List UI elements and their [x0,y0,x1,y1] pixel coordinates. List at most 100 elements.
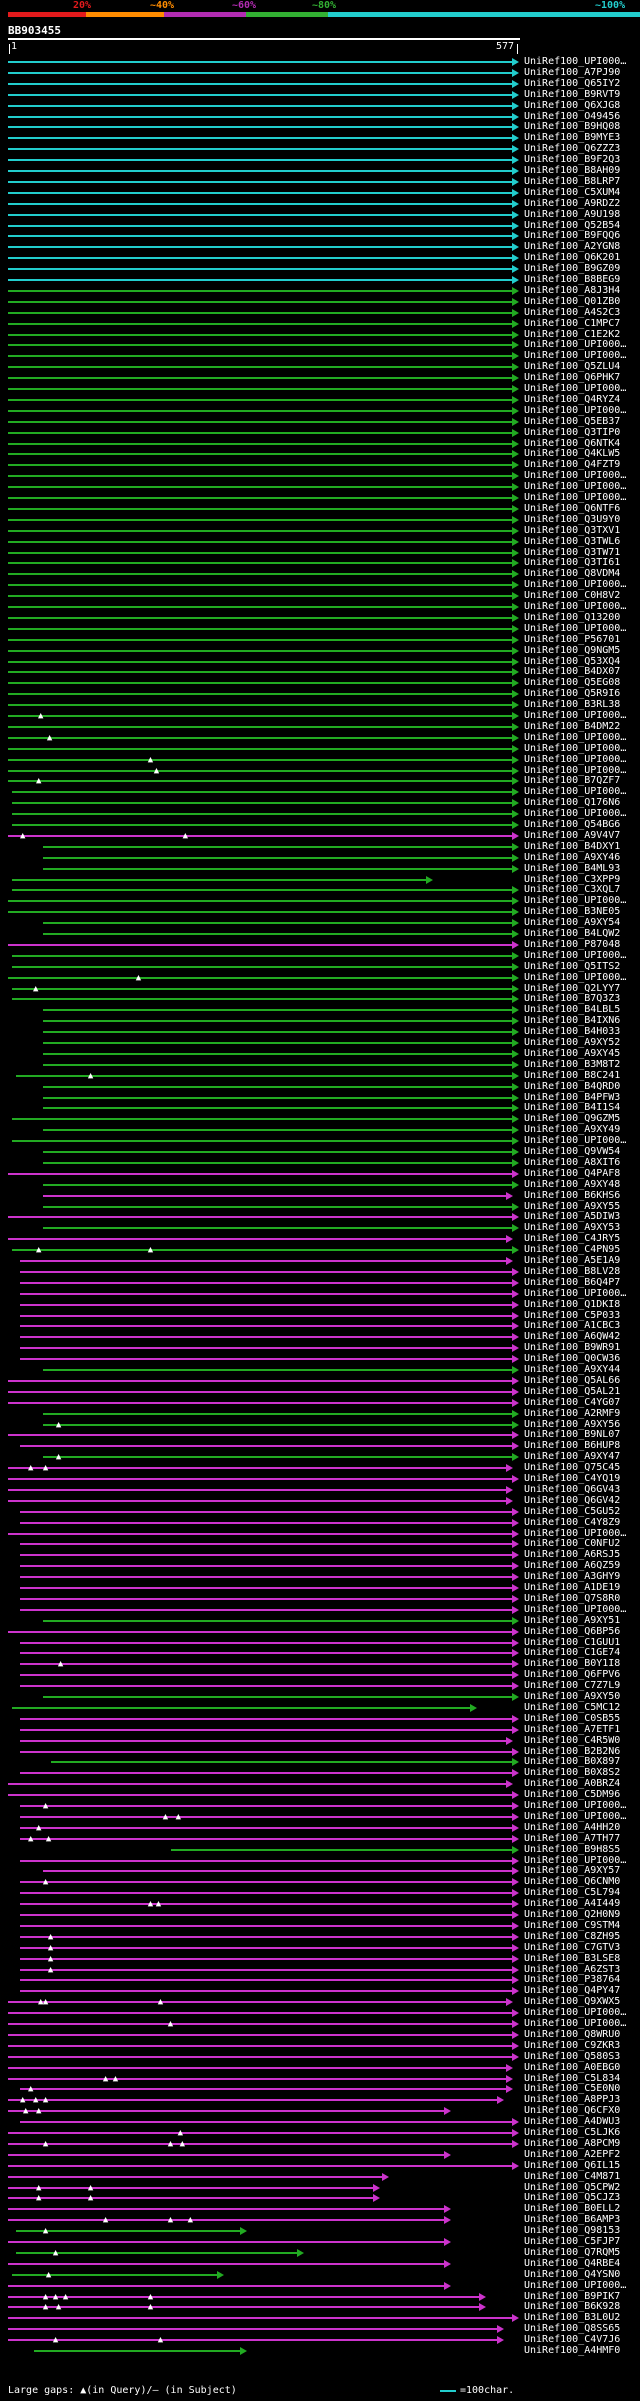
hit-alignment-bar[interactable] [8,322,513,325]
hit-row[interactable]: ▲ UniRef100_Q7RQM5 [0,2247,640,2258]
hit-alignment-bar[interactable] [20,1270,513,1273]
hit-name-link[interactable]: UniRef100_Q8WRU0 [524,2028,621,2040]
hit-name-link[interactable]: UniRef100_B3LSE8 [524,1952,621,1964]
hit-alignment-bar[interactable] [20,1543,513,1546]
hit-name-link[interactable]: UniRef100_C7Z7L9 [524,1680,621,1692]
hit-name-link[interactable]: UniRef100_C4JRY5 [524,1233,621,1245]
hit-row[interactable]: UniRef100_UPI000… [0,351,640,361]
hit-name-link[interactable]: UniRef100_C1GE74 [524,1647,621,1659]
hit-name-link[interactable]: UniRef100_C0SB55 [524,1712,621,1724]
hit-alignment-bar[interactable] [8,257,513,260]
hit-row[interactable]: UniRef100_A6RSJ5 [0,1550,640,1560]
hit-row[interactable]: UniRef100_A9XY55 [0,1201,640,1212]
hit-name-link[interactable]: UniRef100_B9HQ08 [524,121,621,133]
hit-alignment-bar[interactable] [8,747,513,750]
hit-alignment-bar[interactable] [42,1369,513,1371]
hit-name-link[interactable]: UniRef100_UPI000… [524,1854,627,1866]
hit-alignment-bar[interactable] [20,1968,513,1971]
hit-alignment-bar[interactable] [20,1892,513,1895]
hit-alignment-bar[interactable] [20,1924,513,1927]
hit-row[interactable]: UniRef100_B6Q4P7 [0,1277,640,1288]
hit-row[interactable]: ▲ UniRef100_B8C241 [0,1070,640,1081]
hit-name-link[interactable]: UniRef100_A7PJ90 [524,66,621,78]
hit-name-link[interactable]: UniRef100_UPI000… [524,1800,627,1811]
hit-row[interactable]: UniRef100_UPI000… [0,787,640,797]
hit-name-link[interactable]: UniRef100_Q0CW36 [524,1353,621,1365]
hit-alignment-bar[interactable] [42,933,513,935]
hit-row[interactable]: UniRef100_B4IXN6 [0,1016,640,1026]
hit-row[interactable]: UniRef100_Q4PAF8 [0,1168,640,1179]
hit-row[interactable]: UniRef100_C9ZKR3 [0,2040,640,2051]
hit-name-link[interactable]: UniRef100_Q2LYY7 [524,982,621,994]
hit-name-link[interactable]: UniRef100_B4DXY1 [524,840,621,852]
hit-alignment-bar[interactable] [42,1063,513,1066]
hit-alignment-bar[interactable] [8,202,513,205]
hit-row[interactable]: UniRef100_Q6FPV6 [0,1670,640,1680]
hit-row[interactable]: UniRef100_Q6ZZZ3 [0,144,640,154]
hit-alignment-bar[interactable] [8,2175,383,2178]
hit-row[interactable]: UniRef100_C3XQL7 [0,885,640,895]
hit-alignment-bar[interactable] [8,911,513,914]
hit-name-link[interactable]: UniRef100_B9H8S5 [524,1843,621,1855]
hit-alignment-bar[interactable] [20,1347,513,1350]
hit-row[interactable]: UniRef100_C5DM96 [0,1790,640,1800]
hit-alignment-bar[interactable] [8,453,513,456]
hit-alignment-bar[interactable] [8,649,513,652]
hit-row[interactable]: UniRef100_P56701 [0,634,640,645]
hit-row[interactable]: UniRef100_B3M8T2 [0,1059,640,1070]
hit-row[interactable]: ▲ UniRef100_B7QZF7 [0,776,640,786]
hit-name-link[interactable]: UniRef100_A9V4V7 [524,829,621,841]
hit-name-link[interactable]: UniRef100_B4LBL5 [524,1004,621,1016]
hit-row[interactable]: UniRef100_B8AH09 [0,166,640,176]
hit-name-link[interactable]: UniRef100_A7TH77 [524,1832,621,1844]
hit-alignment-bar[interactable] [20,1728,513,1731]
hit-name-link[interactable]: UniRef100_A6QZ59 [524,1560,621,1572]
hit-row[interactable]: UniRef100_B6HUP8 [0,1441,640,1451]
hit-row[interactable]: UniRef100_B4DX07 [0,667,640,677]
hit-alignment-bar[interactable] [8,93,513,96]
hit-alignment-bar[interactable] [8,976,513,979]
hit-name-link[interactable]: UniRef100_C0NFU2 [524,1538,621,1550]
hit-name-link[interactable]: UniRef100_UPI000… [524,2018,627,2029]
hit-row[interactable]: UniRef100_A2RMF9 [0,1408,640,1419]
hit-alignment-bar[interactable] [8,2142,513,2145]
hit-name-link[interactable]: UniRef100_B3NE05 [524,906,621,918]
hit-name-link[interactable]: UniRef100_Q6PHK7 [524,372,621,384]
hit-row[interactable]: UniRef100_A4DWU3 [0,2117,640,2127]
hit-row[interactable]: UniRef100_Q3TI61 [0,558,640,568]
hit-row[interactable]: UniRef100_UPI000… [0,809,640,819]
hit-name-link[interactable]: UniRef100_A9XY44 [524,1364,621,1375]
hit-name-link[interactable]: UniRef100_A9XY52 [524,1037,621,1048]
hit-alignment-bar[interactable] [11,802,513,805]
hit-name-link[interactable]: UniRef100_Q98153 [524,2225,621,2237]
hit-alignment-bar[interactable] [8,464,513,467]
hit-name-link[interactable]: UniRef100_UPI000… [524,601,627,612]
hit-alignment-bar[interactable] [20,1358,513,1361]
hit-name-link[interactable]: UniRef100_B9FQQ6 [524,230,621,242]
hit-row[interactable]: UniRef100_B9FQQ6 [0,231,640,241]
hit-alignment-bar[interactable] [20,2088,507,2091]
hit-alignment-bar[interactable] [8,235,513,238]
hit-name-link[interactable]: UniRef100_C1MPC7 [524,317,621,329]
hit-name-link[interactable]: UniRef100_Q7S8R0 [524,1592,621,1604]
hit-row[interactable]: UniRef100_A9XY53 [0,1223,640,1233]
hit-row[interactable]: UniRef100_B9NL07 [0,1430,640,1440]
hit-alignment-bar[interactable] [8,355,513,358]
hit-alignment-bar[interactable] [42,1696,513,1698]
hit-row[interactable]: UniRef100_B3RL38 [0,700,640,710]
hit-row[interactable]: UniRef100_Q4RYZ4 [0,394,640,405]
hit-alignment-bar[interactable] [20,1979,513,1982]
hit-row[interactable]: UniRef100_A1DE19 [0,1583,640,1593]
hit-name-link[interactable]: UniRef100_Q6FPV6 [524,1669,621,1681]
hit-name-link[interactable]: UniRef100_Q9XWX5 [524,1996,621,2008]
hit-name-link[interactable]: UniRef100_B7Q3Z3 [524,993,621,1005]
hit-row[interactable]: ▲ ▲ UniRef100_Q5CJZ3 [0,2193,640,2203]
hit-row[interactable]: UniRef100_A9XY46 [0,852,640,863]
hit-alignment-bar[interactable] [20,1608,513,1611]
hit-name-link[interactable]: UniRef100_Q2H0N9 [524,1909,621,1920]
hit-alignment-bar[interactable] [8,725,513,728]
hit-row[interactable]: UniRef100_B9HQ08 [0,122,640,132]
hit-name-link[interactable]: UniRef100_A9XY49 [524,1124,621,1136]
hit-row[interactable]: UniRef100_Q5EG08 [0,678,640,688]
hit-row[interactable]: UniRef100_Q6XJG8 [0,100,640,111]
